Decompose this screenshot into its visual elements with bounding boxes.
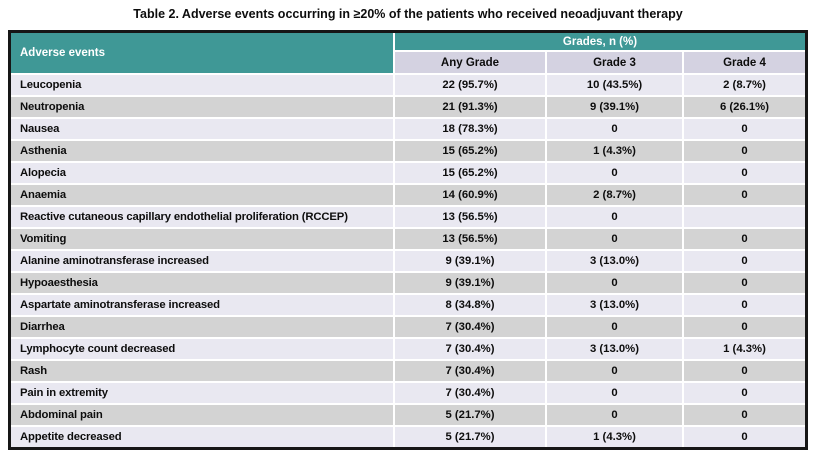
cell-grade-3: 0 xyxy=(547,361,682,381)
cell-grade-3: 9 (39.1%) xyxy=(547,97,682,117)
table-row: Hypoaesthesia 9 (39.1%) 0 0 xyxy=(11,273,805,293)
cell-grade-4: 6 (26.1%) xyxy=(684,97,805,117)
cell-any-grade: 5 (21.7%) xyxy=(395,427,545,447)
cell-grade-3: 0 xyxy=(547,229,682,249)
cell-grade-4: 0 xyxy=(684,141,805,161)
table-header: Adverse events Grades, n (%) Any Grade G… xyxy=(11,33,805,73)
table-row: Anaemia 14 (60.9%) 2 (8.7%) 0 xyxy=(11,185,805,205)
cell-grade-4: 0 xyxy=(684,427,805,447)
cell-grade-4: 0 xyxy=(684,163,805,183)
cell-grade-4: 0 xyxy=(684,229,805,249)
cell-any-grade: 15 (65.2%) xyxy=(395,163,545,183)
cell-adverse-event: Lymphocyte count decreased xyxy=(11,339,393,359)
cell-adverse-event: Appetite decreased xyxy=(11,427,393,447)
cell-adverse-event: Vomiting xyxy=(11,229,393,249)
cell-grade-3: 0 xyxy=(547,383,682,403)
cell-grade-3: 0 xyxy=(547,273,682,293)
cell-any-grade: 21 (91.3%) xyxy=(395,97,545,117)
adverse-events-table: Adverse events Grades, n (%) Any Grade G… xyxy=(8,30,808,450)
cell-adverse-event: Abdominal pain xyxy=(11,405,393,425)
table-row: Diarrhea 7 (30.4%) 0 0 xyxy=(11,317,805,337)
table-body: Leucopenia 22 (95.7%) 10 (43.5%) 2 (8.7%… xyxy=(11,75,805,447)
cell-adverse-event: Nausea xyxy=(11,119,393,139)
header-any-grade: Any Grade xyxy=(395,52,545,73)
cell-grade-4: 0 xyxy=(684,405,805,425)
header-grade-4: Grade 4 xyxy=(684,52,805,73)
cell-grade-3: 1 (4.3%) xyxy=(547,141,682,161)
cell-grade-3: 0 xyxy=(547,119,682,139)
table-caption: Table 2. Adverse events occurring in ≥20… xyxy=(133,7,683,21)
cell-grade-3: 3 (13.0%) xyxy=(547,251,682,271)
header-adverse-events: Adverse events xyxy=(11,33,393,73)
table-row: Abdominal pain 5 (21.7%) 0 0 xyxy=(11,405,805,425)
cell-grade-3: 2 (8.7%) xyxy=(547,185,682,205)
cell-grade-4: 0 xyxy=(684,185,805,205)
cell-any-grade: 13 (56.5%) xyxy=(395,207,545,227)
cell-grade-4: 0 xyxy=(684,295,805,315)
cell-grade-4: 0 xyxy=(684,383,805,403)
table-row: Lymphocyte count decreased 7 (30.4%) 3 (… xyxy=(11,339,805,359)
table-row: Alopecia 15 (65.2%) 0 0 xyxy=(11,163,805,183)
cell-grade-3: 0 xyxy=(547,405,682,425)
table-row: Nausea 18 (78.3%) 0 0 xyxy=(11,119,805,139)
cell-adverse-event: Alanine aminotransferase increased xyxy=(11,251,393,271)
table-row: Aspartate aminotransferase increased 8 (… xyxy=(11,295,805,315)
cell-grade-3: 3 (13.0%) xyxy=(547,295,682,315)
cell-grade-3: 0 xyxy=(547,207,682,227)
cell-any-grade: 9 (39.1%) xyxy=(395,273,545,293)
table-row: Alanine aminotransferase increased 9 (39… xyxy=(11,251,805,271)
cell-any-grade: 7 (30.4%) xyxy=(395,361,545,381)
cell-grade-3: 10 (43.5%) xyxy=(547,75,682,95)
header-grade-3: Grade 3 xyxy=(547,52,682,73)
cell-any-grade: 5 (21.7%) xyxy=(395,405,545,425)
cell-adverse-event: Reactive cutaneous capillary endothelial… xyxy=(11,207,393,227)
cell-grade-4: 2 (8.7%) xyxy=(684,75,805,95)
cell-grade-3: 0 xyxy=(547,317,682,337)
cell-any-grade: 18 (78.3%) xyxy=(395,119,545,139)
cell-adverse-event: Hypoaesthesia xyxy=(11,273,393,293)
table-row: Reactive cutaneous capillary endothelial… xyxy=(11,207,805,227)
cell-grade-3: 3 (13.0%) xyxy=(547,339,682,359)
cell-any-grade: 13 (56.5%) xyxy=(395,229,545,249)
cell-any-grade: 22 (95.7%) xyxy=(395,75,545,95)
table-row: Pain in extremity 7 (30.4%) 0 0 xyxy=(11,383,805,403)
cell-adverse-event: Asthenia xyxy=(11,141,393,161)
cell-any-grade: 15 (65.2%) xyxy=(395,141,545,161)
cell-adverse-event: Aspartate aminotransferase increased xyxy=(11,295,393,315)
table-row: Appetite decreased 5 (21.7%) 1 (4.3%) 0 xyxy=(11,427,805,447)
cell-adverse-event: Diarrhea xyxy=(11,317,393,337)
cell-any-grade: 8 (34.8%) xyxy=(395,295,545,315)
cell-grade-4: 0 xyxy=(684,317,805,337)
cell-adverse-event: Anaemia xyxy=(11,185,393,205)
cell-grade-3: 1 (4.3%) xyxy=(547,427,682,447)
cell-grade-4: 0 xyxy=(684,119,805,139)
cell-any-grade: 7 (30.4%) xyxy=(395,317,545,337)
cell-adverse-event: Leucopenia xyxy=(11,75,393,95)
cell-adverse-event: Neutropenia xyxy=(11,97,393,117)
cell-any-grade: 7 (30.4%) xyxy=(395,383,545,403)
cell-adverse-event: Rash xyxy=(11,361,393,381)
cell-any-grade: 7 (30.4%) xyxy=(395,339,545,359)
cell-grade-4: 0 xyxy=(684,251,805,271)
table-row: Vomiting 13 (56.5%) 0 0 xyxy=(11,229,805,249)
table-row: Rash 7 (30.4%) 0 0 xyxy=(11,361,805,381)
table-row: Neutropenia 21 (91.3%) 9 (39.1%) 6 (26.1… xyxy=(11,97,805,117)
cell-grade-4: 0 xyxy=(684,273,805,293)
cell-grade-4 xyxy=(684,207,805,227)
cell-any-grade: 9 (39.1%) xyxy=(395,251,545,271)
cell-grade-4: 0 xyxy=(684,361,805,381)
header-grades-group: Grades, n (%) xyxy=(395,33,805,50)
cell-grade-4: 1 (4.3%) xyxy=(684,339,805,359)
cell-grade-3: 0 xyxy=(547,163,682,183)
cell-any-grade: 14 (60.9%) xyxy=(395,185,545,205)
cell-adverse-event: Pain in extremity xyxy=(11,383,393,403)
cell-adverse-event: Alopecia xyxy=(11,163,393,183)
table-row: Asthenia 15 (65.2%) 1 (4.3%) 0 xyxy=(11,141,805,161)
table-row: Leucopenia 22 (95.7%) 10 (43.5%) 2 (8.7%… xyxy=(11,75,805,95)
